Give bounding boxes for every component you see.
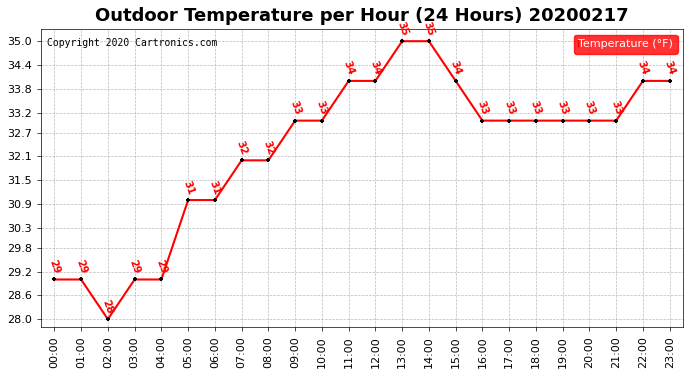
Text: 34: 34 (662, 60, 677, 77)
Point (424, 38, 435, 44)
Text: 28: 28 (101, 298, 115, 315)
Point (156, 276, 167, 282)
Text: 35: 35 (422, 20, 436, 37)
Point (102, 316, 113, 322)
Point (450, 78, 461, 84)
Title: Outdoor Temperature per Hour (24 Hours) 20200217: Outdoor Temperature per Hour (24 Hours) … (95, 7, 629, 25)
Point (638, 78, 649, 84)
Text: 34: 34 (635, 60, 650, 77)
Point (557, 118, 568, 124)
Text: 33: 33 (315, 99, 329, 117)
Point (76, 276, 87, 282)
Point (316, 118, 327, 124)
Point (397, 38, 408, 44)
Point (370, 78, 381, 84)
Text: 31: 31 (181, 179, 195, 196)
Point (343, 78, 354, 84)
Text: 34: 34 (342, 60, 356, 77)
Text: 33: 33 (502, 99, 516, 117)
Point (477, 118, 488, 124)
Text: 34: 34 (448, 60, 463, 77)
Point (129, 276, 140, 282)
Text: 29: 29 (74, 258, 88, 275)
Point (611, 118, 622, 124)
Point (236, 158, 247, 164)
Point (664, 78, 676, 84)
Text: 33: 33 (288, 99, 302, 117)
Point (49, 276, 60, 282)
Legend: Temperature (°F): Temperature (°F) (574, 35, 678, 54)
Text: Copyright 2020 Cartronics.com: Copyright 2020 Cartronics.com (48, 38, 218, 48)
Text: 33: 33 (555, 99, 570, 117)
Text: 31: 31 (208, 179, 222, 196)
Text: 29: 29 (47, 258, 61, 275)
Text: 33: 33 (609, 99, 623, 117)
Point (584, 118, 595, 124)
Text: 32: 32 (235, 139, 249, 156)
Text: 32: 32 (262, 139, 275, 156)
Text: 33: 33 (529, 99, 543, 117)
Text: 33: 33 (475, 99, 490, 117)
Point (209, 197, 220, 203)
Point (183, 197, 194, 203)
Point (263, 158, 274, 164)
Text: 34: 34 (368, 60, 382, 77)
Text: 33: 33 (582, 99, 597, 117)
Text: 29: 29 (154, 258, 168, 275)
Point (290, 118, 301, 124)
Text: 29: 29 (128, 258, 141, 275)
Point (504, 118, 515, 124)
Text: 35: 35 (395, 20, 409, 37)
Point (531, 118, 542, 124)
